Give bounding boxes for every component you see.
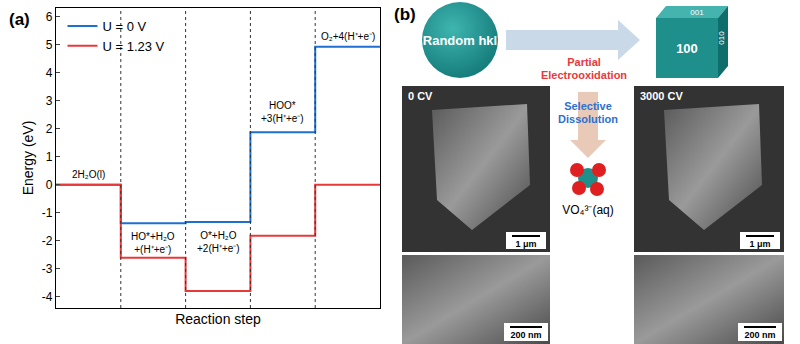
svg-text:O₂+4(H⁺+e⁻): O₂+4(H⁺+e⁻) <box>321 31 375 42</box>
svg-text:SelectiveDissolution: SelectiveDissolution <box>558 100 618 125</box>
svg-text:Reaction step: Reaction step <box>175 311 261 327</box>
svg-text:6: 6 <box>46 10 53 24</box>
svg-text:3: 3 <box>46 94 53 108</box>
svg-text:(a): (a) <box>9 10 30 29</box>
svg-text:0 CV: 0 CV <box>408 90 433 102</box>
svg-text:010: 010 <box>717 31 726 45</box>
svg-text:U = 0 V: U = 0 V <box>102 19 146 34</box>
svg-text:PartialElectrooxidation: PartialElectrooxidation <box>541 56 627 81</box>
svg-text:1 μm: 1 μm <box>749 239 770 249</box>
svg-text:4: 4 <box>46 66 53 80</box>
svg-text:1 μm: 1 μm <box>515 239 536 249</box>
svg-text:100: 100 <box>676 41 698 56</box>
svg-text:O*+H₂O+2(H⁺+e⁻): O*+H₂O+2(H⁺+e⁻) <box>197 230 240 254</box>
svg-text:001: 001 <box>690 8 704 17</box>
svg-text:-3: -3 <box>42 262 53 276</box>
svg-text:2H₂O(l): 2H₂O(l) <box>72 169 105 180</box>
svg-text:-4: -4 <box>42 290 53 304</box>
svg-text:VO₄³⁻(aq): VO₄³⁻(aq) <box>562 203 614 217</box>
svg-text:3000 CV: 3000 CV <box>640 90 683 102</box>
svg-text:(b): (b) <box>394 5 416 24</box>
svg-text:HOO*+3(H⁺+e⁻): HOO*+3(H⁺+e⁻) <box>261 100 304 124</box>
svg-text:5: 5 <box>46 38 53 52</box>
svg-text:2: 2 <box>46 122 53 136</box>
svg-text:U = 1.23 V: U = 1.23 V <box>102 39 164 54</box>
svg-text:200 nm: 200 nm <box>510 330 541 340</box>
svg-text:1: 1 <box>46 150 53 164</box>
svg-text:HO*+H₂O+(H⁺+e⁻): HO*+H₂O+(H⁺+e⁻) <box>131 231 175 255</box>
svg-text:Random hkl: Random hkl <box>423 33 497 48</box>
svg-text:-1: -1 <box>42 206 53 220</box>
svg-text:Energy (eV): Energy (eV) <box>20 121 36 196</box>
svg-text:200 nm: 200 nm <box>744 330 775 340</box>
svg-text:0: 0 <box>46 178 53 192</box>
svg-text:-2: -2 <box>42 234 53 248</box>
